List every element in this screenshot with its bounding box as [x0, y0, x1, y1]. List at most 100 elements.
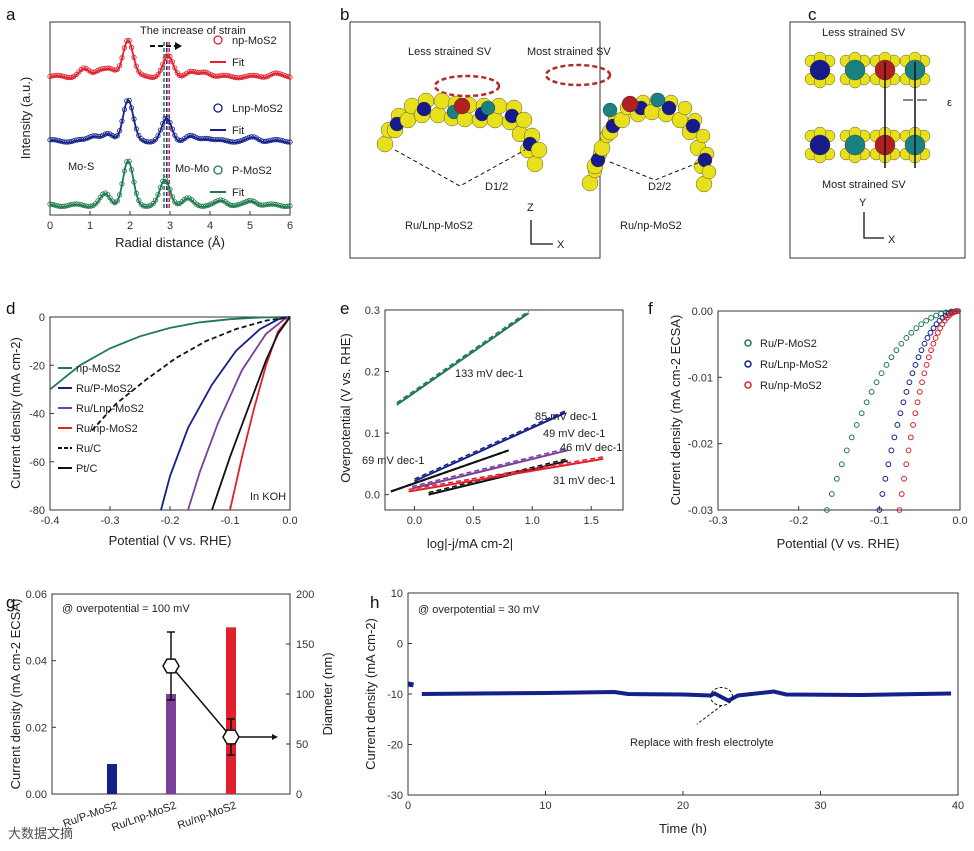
data-point [896, 507, 903, 513]
data-point [900, 399, 907, 406]
panel-h: 0 10 20 30 40 10 0 -10 -20 -30 Time (h) Current den… [363, 588, 964, 836]
data-point [930, 340, 937, 347]
legend-label: Ru/Lnp-MoS2 [76, 403, 144, 415]
data-point [934, 329, 941, 336]
y-tick-label: -80 [29, 505, 45, 517]
mo-s-label: Mo-S [68, 161, 94, 173]
data-point [891, 434, 898, 441]
data-point [955, 308, 962, 314]
mo-mo-label: Mo-Mo [175, 163, 209, 175]
annotation-title: The increase of strain [140, 25, 246, 37]
data-point [824, 507, 830, 513]
data-point [114, 198, 120, 204]
tafel-slope-label: 31 mV dec-1 [553, 475, 615, 487]
s-atom [530, 141, 548, 159]
s-atom [677, 100, 693, 116]
bottom-title: Most strained SV [822, 179, 906, 191]
y-tick-label: -40 [29, 409, 45, 421]
data-point [888, 447, 895, 454]
data-point [923, 362, 930, 368]
data-point [912, 410, 919, 417]
data-point [894, 422, 901, 428]
y-axis-label: Current density (mA cm-2 ECSA) [8, 599, 23, 790]
series-line [91, 316, 291, 432]
watermark: 大数据文摘 [8, 826, 73, 841]
data-point [838, 461, 845, 468]
metal-atom [844, 134, 866, 156]
fit-line [411, 449, 568, 490]
data-point [95, 198, 101, 204]
y-axis-label: Current density (mA cm-2 ECSA) [668, 315, 683, 506]
legend-marker [213, 165, 223, 175]
y-tick-label: -20 [29, 360, 45, 372]
s-atom [399, 111, 417, 129]
panel-frame [349, 21, 601, 259]
data-point [908, 329, 915, 336]
panel-label: d [6, 299, 15, 318]
y-tick-label: 0.06 [26, 589, 47, 601]
x-tick-label: -0.2 [789, 515, 808, 527]
top-title: Less strained SV [822, 27, 906, 39]
diameter-marker [162, 658, 180, 674]
arrow-head [272, 734, 278, 740]
s-atom [515, 111, 533, 129]
s-atom [526, 155, 544, 173]
panel-label: g [6, 593, 15, 612]
x-axis-label: X [557, 239, 565, 251]
metal-atom [809, 134, 831, 156]
data-point [863, 399, 870, 406]
data-point [858, 410, 865, 417]
y-axis-label: Overpotential (V vs. RHE) [338, 333, 353, 483]
data-point [905, 447, 912, 454]
legend-marker [744, 339, 752, 347]
x-tick-label: -0.4 [41, 515, 60, 527]
y-tick-label: 150 [296, 639, 314, 651]
s-atom [701, 164, 717, 180]
data-point [903, 389, 910, 395]
data-line [411, 447, 568, 488]
mo-atom [602, 102, 618, 118]
legend-label: Ru/C [76, 443, 101, 455]
x-tick-label: 3 [167, 220, 173, 232]
y-tick-label: -0.02 [688, 439, 713, 451]
data-point [47, 201, 53, 207]
data-point [853, 422, 860, 428]
y-tick-label: 0.1 [365, 428, 380, 440]
legend-marker [213, 103, 223, 113]
legend-marker [213, 35, 223, 45]
y-tick-label: -20 [387, 740, 403, 752]
epsilon-label: ε [947, 97, 952, 109]
plot-frame [717, 310, 961, 511]
bar [107, 764, 117, 794]
data-point [915, 354, 922, 361]
legend-label: Ru/np-MoS2 [760, 380, 822, 392]
legend-label: P-MoS2 [232, 165, 272, 177]
x-tick-label: 0.0 [282, 515, 297, 527]
bar [226, 627, 236, 794]
data-point [918, 347, 925, 354]
mo-atom [685, 118, 701, 134]
data-point [928, 347, 934, 354]
y-tick-label: -60 [29, 457, 45, 469]
vacancy-ellipse [544, 63, 612, 87]
data-point [150, 200, 156, 207]
data-point [928, 314, 935, 321]
data-point [916, 389, 923, 395]
x-tick-label: 4 [207, 220, 213, 232]
data-point [907, 434, 914, 441]
data-point [848, 434, 855, 441]
data-point [927, 329, 934, 336]
panel-e: 0.0 0.5 1.0 1.5 0.0 0.1 0.2 0.3 log|-j/mA cm-2| O… [338, 305, 624, 551]
x-tick-label: 6 [287, 220, 293, 232]
y-tick-label: 200 [296, 589, 314, 601]
data-point [930, 325, 937, 332]
series-line [187, 316, 291, 511]
y-axis-label: Diameter (nm) [320, 652, 335, 735]
y-tick-label: 50 [296, 739, 308, 751]
data-point [906, 379, 913, 386]
annotation-arrow [696, 705, 722, 725]
y-tick-label: 0 [39, 312, 45, 324]
series-line [160, 316, 291, 511]
x-tick-label: 0 [405, 800, 411, 812]
